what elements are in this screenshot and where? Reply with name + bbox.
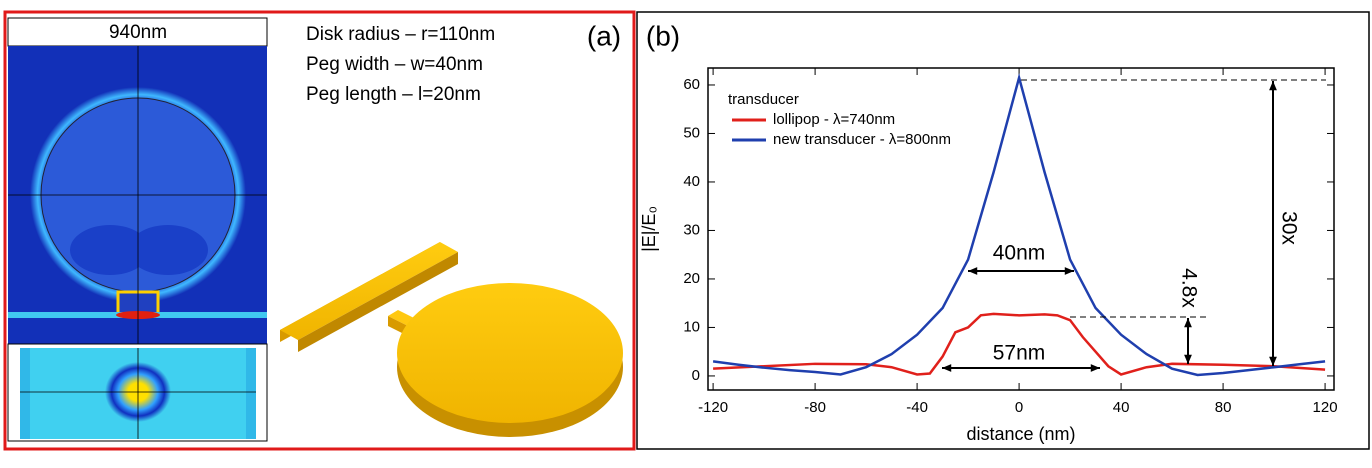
- bar-top: [280, 242, 458, 340]
- y-tick-label: 40: [683, 173, 700, 190]
- legend-label: new transducer - λ=800nm: [773, 131, 951, 148]
- x-tick-label: 120: [1313, 399, 1338, 416]
- field-dark: [70, 225, 150, 275]
- arrow-head: [942, 364, 952, 372]
- y-tick-label: 50: [683, 124, 700, 141]
- annotation: 4.8x: [1177, 268, 1200, 308]
- y-tick-label: 10: [683, 318, 700, 335]
- annotation: 57nm: [993, 342, 1046, 365]
- legend-label: lollipop - λ=740nm: [773, 111, 895, 128]
- x-tick-label: -120: [698, 399, 728, 416]
- y-tick-label: 0: [692, 367, 700, 384]
- x-tick-label: 80: [1215, 399, 1232, 416]
- series-line: [713, 312, 1326, 376]
- parameter: Peg width – w=40nm: [306, 54, 483, 75]
- y-tick-label: 30: [683, 221, 700, 238]
- x-tick-label: -40: [906, 399, 928, 416]
- panel-label: (a): [587, 20, 621, 51]
- panel-a-frame: [3, 10, 636, 451]
- arrow-head: [1184, 318, 1192, 328]
- panel-label: (b): [646, 20, 680, 51]
- annotation: 30x: [1277, 211, 1300, 245]
- field-dark: [128, 225, 208, 275]
- x-axis-label: distance (nm): [966, 424, 1075, 444]
- x-tick-label: 40: [1113, 399, 1130, 416]
- arrow-head: [1064, 267, 1074, 275]
- arrow-head: [1184, 354, 1192, 364]
- bar-front: [298, 252, 458, 352]
- arrow-head: [1269, 81, 1277, 91]
- arrow-head: [1269, 356, 1277, 366]
- legend-title: transducer: [728, 91, 799, 108]
- map-title: 940nm: [109, 22, 167, 43]
- y-tick-label: 20: [683, 270, 700, 287]
- disk-top: [397, 283, 623, 423]
- parameter: Peg length – l=20nm: [306, 84, 481, 105]
- plot-frame: [707, 67, 1335, 391]
- arrow-head: [968, 267, 978, 275]
- y-tick-label: 60: [683, 76, 700, 93]
- annotation: 40nm: [993, 242, 1046, 265]
- arrow-head: [1090, 364, 1100, 372]
- panel-b-frame: [636, 11, 1370, 450]
- y-axis-label: |E|/E₀: [639, 206, 659, 252]
- x-tick-label: 0: [1015, 399, 1023, 416]
- x-tick-label: -80: [804, 399, 826, 416]
- series-line: [712, 72, 1326, 377]
- parameter: Disk radius – r=110nm: [306, 24, 495, 45]
